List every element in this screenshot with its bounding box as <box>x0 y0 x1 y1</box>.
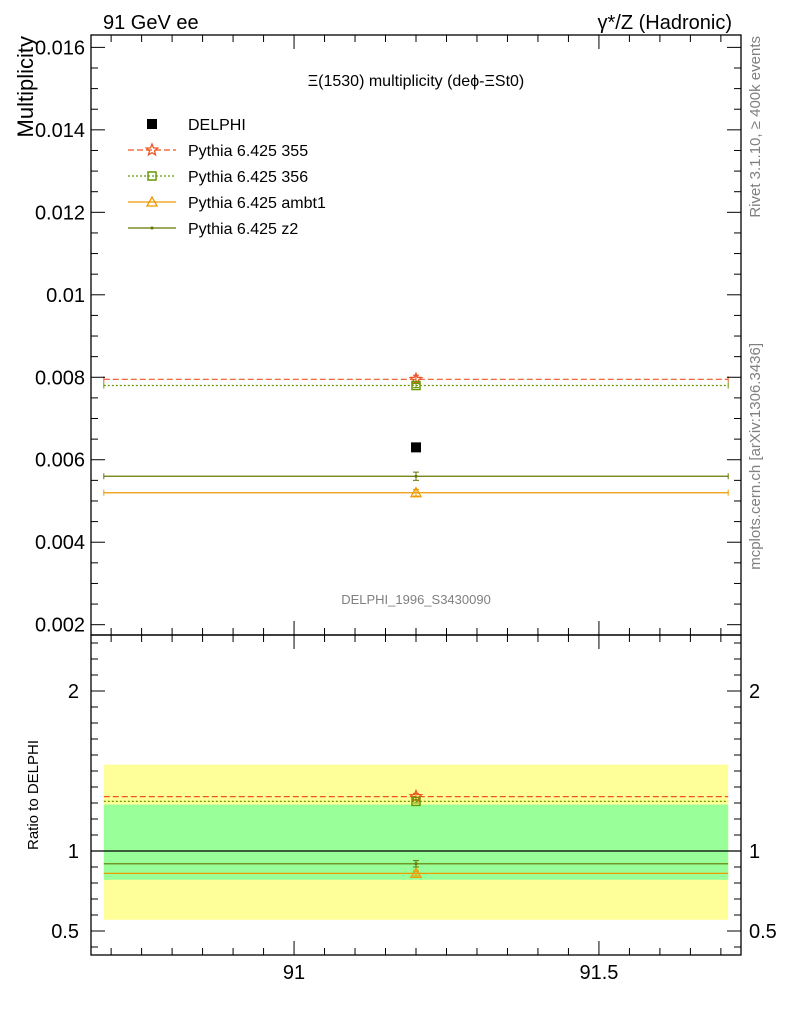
main-y-tick-label: 0.012 <box>35 202 85 224</box>
ratio-series-1-marker <box>411 796 421 807</box>
ratio-bands <box>103 764 729 920</box>
main-y-tick-label: 0.008 <box>35 367 85 389</box>
watermark: DELPHI_1996_S3430090 <box>341 592 491 607</box>
ratio-series-2-marker <box>409 867 423 879</box>
ratio-series-3-marker <box>414 862 418 866</box>
main-y-tick-label: 0.016 <box>35 37 85 59</box>
mcplots-label: mcplots.cern.ch [arXiv:1306.3436] <box>747 343 764 570</box>
main-y-ticks: 0.002 0.004 0.006 0.008 0.01 0.012 0.014 0.016 <box>35 35 741 637</box>
ratio-plot-lines <box>91 788 741 879</box>
legend-entry-0-marker <box>147 119 157 129</box>
series-3-marker <box>409 486 423 498</box>
header-right: γ*/Z (Hadronic) <box>598 12 732 34</box>
series-4-marker <box>414 474 418 478</box>
main-y-tick-label: 0.014 <box>35 120 85 142</box>
legend-entry-1-label: Pythia 6.425 355 <box>188 143 308 160</box>
main-y-tick-label: 0.004 <box>35 532 85 554</box>
ratio-y-tick-label-right: 1 <box>749 841 760 863</box>
series-0-marker <box>411 442 421 453</box>
rivet-label: Rivet 3.1.10, ≥ 400k events <box>747 36 764 218</box>
x-tick-label: 91.5 <box>579 962 618 984</box>
ratio-y-tick-label-left: 1 <box>68 841 79 863</box>
legend-entry-2-label: Pythia 6.425 356 <box>188 169 308 186</box>
legend-entry-2-marker <box>147 171 157 181</box>
legend-entry-0-label: DELPHI <box>188 117 246 134</box>
header-left: 91 GeV ee <box>103 12 199 34</box>
ratio-y-axis-label: Ratio to DELPHI <box>25 740 42 850</box>
ratio-y-tick-label-left: 0.5 <box>51 921 79 943</box>
ratio-y-tick-label-right: 0.5 <box>749 921 777 943</box>
ratio-y-tick-label-left: 2 <box>68 681 79 703</box>
ratio-ticks: 0.5 0.5 1 1 2 2 91 91.5 <box>51 635 777 984</box>
main-y-tick-label: 0.006 <box>35 450 85 472</box>
main-y-axis-label: Multiplicity <box>13 36 38 137</box>
main-plot-lines <box>103 371 729 498</box>
legend: DELPHI Pythia 6.425 355 Pythia 6.425 356 Py… <box>128 117 326 238</box>
series-2-marker <box>411 380 421 391</box>
x-tick-label: 91 <box>283 962 305 984</box>
legend-entry-3-marker <box>145 195 159 207</box>
main-title: Ξ(1530) multiplicity (deϕ-ΞSt0) <box>308 73 524 90</box>
legend-entry-1-marker <box>144 142 160 157</box>
ratio-y-tick-label-right: 2 <box>749 681 760 703</box>
main-y-tick-label: 0.01 <box>46 285 85 307</box>
legend-entry-4-marker <box>150 226 154 230</box>
ratio-series-0-marker <box>408 788 424 803</box>
legend-entry-3-label: Pythia 6.425 ambt1 <box>188 195 326 212</box>
legend-entry-4-label: Pythia 6.425 z2 <box>188 221 298 238</box>
main-y-tick-label: 0.002 <box>35 615 85 637</box>
